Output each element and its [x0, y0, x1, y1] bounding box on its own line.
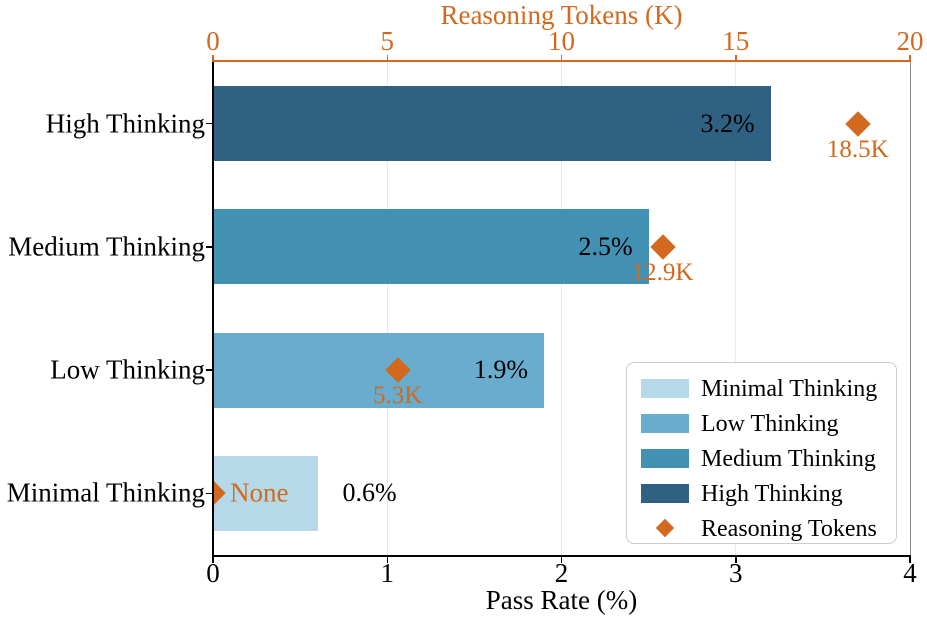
- y-tick: [206, 246, 213, 248]
- reasoning-tokens-label: 12.9K: [631, 258, 694, 286]
- legend-row: Low Thinking: [627, 406, 896, 441]
- top-axis-title: Reasoning Tokens (K): [440, 0, 683, 30]
- gridline: [735, 62, 737, 555]
- top-tick: [212, 55, 214, 61]
- legend-label: Medium Thinking: [701, 445, 876, 472]
- bar-value-label: 1.9%: [473, 355, 529, 385]
- y-category-label: Low Thinking: [50, 354, 205, 385]
- legend-swatch: [641, 449, 689, 468]
- bar: [213, 332, 545, 408]
- top-tick-label: 20: [896, 26, 924, 56]
- reasoning-tokens-marker: [649, 234, 676, 260]
- bar: [213, 455, 318, 531]
- top-tick: [386, 55, 388, 61]
- legend-label: High Thinking: [701, 480, 843, 507]
- legend: Minimal Thinking Low Thinking Medium Think…: [626, 362, 897, 544]
- legend-swatch: [641, 484, 689, 503]
- x-tick: [909, 556, 911, 563]
- bar-value-label: 3.2%: [700, 108, 755, 138]
- legend-swatch: [641, 379, 689, 398]
- y-category-label: High Thinking: [45, 108, 205, 139]
- bar: [213, 209, 649, 285]
- legend-label: Reasoning Tokens: [701, 515, 877, 542]
- x-tick-label: 1: [380, 558, 395, 588]
- right-spine: [910, 62, 911, 555]
- reasoning-tokens-marker: [844, 110, 871, 137]
- gridline: [561, 62, 562, 555]
- x-tick-label: 2: [554, 558, 569, 588]
- x-tick: [560, 556, 563, 563]
- y-tick: [206, 122, 213, 125]
- top-tick-label: 5: [380, 26, 395, 56]
- x-axis-title: Pass Rate (%): [485, 585, 638, 615]
- legend-swatch: [641, 414, 689, 433]
- legend-row: Medium Thinking: [627, 441, 896, 476]
- plot-area: 3.2% 18.5K 2.5% 12.9K 1.9% 5.3K 0.6% None: [213, 62, 910, 555]
- legend-row: High Thinking: [627, 476, 896, 511]
- y-tick: [206, 369, 213, 371]
- bar-value-label: 2.5%: [578, 231, 633, 261]
- x-tick: [735, 556, 737, 563]
- x-tick: [386, 556, 388, 563]
- reasoning-tokens-legend-marker-icon: [655, 518, 675, 538]
- x-tick-label: 4: [903, 558, 917, 588]
- top-tick-label: 0: [206, 26, 220, 56]
- top-tick: [560, 55, 563, 61]
- y-category-label: Medium Thinking: [8, 231, 205, 262]
- legend-label: Minimal Thinking: [701, 375, 878, 402]
- top-tick: [735, 55, 737, 61]
- legend-row: Reasoning Tokens: [627, 511, 896, 546]
- y-tick: [206, 492, 213, 495]
- top-tick: [909, 55, 911, 61]
- gridline: [386, 62, 388, 555]
- y-category-label: Minimal Thinking: [6, 477, 205, 508]
- reasoning-tokens-label: 5.3K: [373, 382, 423, 410]
- reasoning-tokens-label: 18.5K: [826, 135, 889, 163]
- x-tick: [212, 556, 214, 563]
- top-tick-label: 10: [548, 26, 575, 56]
- x-tick-label: 3: [729, 558, 743, 588]
- reasoning-tokens-label: None: [230, 477, 289, 508]
- x-tick-label: 0: [206, 558, 220, 588]
- legend-row: Minimal Thinking: [627, 371, 896, 406]
- bar-value-label: 0.6%: [342, 478, 397, 508]
- left-spine: [212, 62, 214, 555]
- legend-label: Low Thinking: [701, 410, 839, 437]
- top-tick-label: 15: [722, 26, 750, 56]
- bar: [213, 86, 771, 162]
- top-spine: [212, 60, 911, 62]
